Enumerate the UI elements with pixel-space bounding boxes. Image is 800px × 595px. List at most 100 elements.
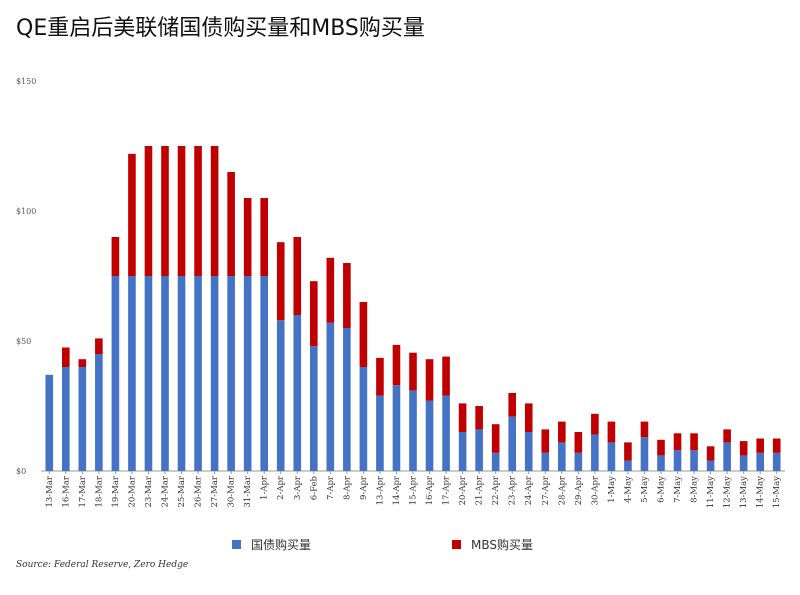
x-tick-label: 4-May bbox=[623, 476, 633, 503]
x-tick-label: 23-Mar bbox=[144, 475, 154, 507]
x-tick-label: 8-Apr bbox=[342, 475, 352, 500]
bar-treasury bbox=[45, 374, 54, 471]
x-tick-label: 15-May bbox=[772, 476, 782, 508]
bar-mbs bbox=[326, 257, 335, 323]
bar-treasury bbox=[343, 328, 351, 471]
x-tick-label: 22-Apr bbox=[491, 475, 501, 505]
x-tick-label: 30-Apr bbox=[590, 475, 600, 505]
x-tick-label: 24-Mar bbox=[161, 475, 171, 507]
bar-treasury bbox=[227, 276, 235, 471]
bar-mbs bbox=[491, 424, 500, 453]
bar-mbs bbox=[458, 403, 467, 432]
bar-treasury bbox=[111, 276, 120, 471]
bar-mbs bbox=[161, 146, 169, 276]
bar-treasury bbox=[541, 452, 550, 471]
bar-treasury bbox=[260, 276, 269, 471]
bar-treasury bbox=[640, 437, 649, 471]
bar-mbs bbox=[276, 242, 285, 321]
bar-treasury bbox=[144, 276, 153, 471]
bar-mbs bbox=[657, 439, 665, 456]
bar-mbs bbox=[376, 357, 384, 396]
bar-mbs bbox=[524, 403, 533, 432]
bar-mbs bbox=[442, 356, 450, 396]
bar-mbs bbox=[111, 237, 120, 276]
x-tick-label: 9-Apr bbox=[359, 475, 369, 500]
bar-mbs bbox=[624, 442, 632, 461]
bar-treasury bbox=[161, 276, 169, 471]
bar-treasury bbox=[723, 442, 731, 471]
y-tick-label: $100 bbox=[16, 207, 36, 216]
bar-treasury bbox=[442, 395, 450, 471]
x-tick-label: 19-Mar bbox=[111, 475, 121, 507]
legend-label-mbs: MBS购买量 bbox=[471, 538, 533, 552]
bar-mbs bbox=[359, 302, 368, 367]
bar-mbs bbox=[260, 198, 269, 276]
bar-mbs bbox=[243, 198, 252, 276]
x-tick-label: 6-Feb bbox=[309, 475, 319, 500]
x-tick-label: 20-Mar bbox=[127, 475, 137, 507]
x-tick-label: 14-Apr bbox=[392, 475, 402, 505]
bars bbox=[45, 146, 781, 471]
x-tick-label: 16-Apr bbox=[425, 475, 435, 505]
x-tick-label: 13-May bbox=[739, 476, 749, 508]
x-tick-label: 11-May bbox=[706, 476, 716, 508]
bar-treasury bbox=[210, 276, 219, 471]
x-tick-label: 8-May bbox=[690, 476, 700, 503]
bar-mbs bbox=[128, 153, 136, 276]
bar-treasury bbox=[574, 452, 583, 471]
x-tick-label: 25-Mar bbox=[177, 475, 187, 507]
bar-treasury bbox=[376, 395, 384, 471]
x-tick-labels: 13-Mar 16-Mar 17-Mar 18-Mar 19-Mar 20-Mar 23-M… bbox=[45, 475, 782, 508]
bar-mbs bbox=[673, 433, 682, 451]
bar-treasury bbox=[475, 429, 483, 471]
bar-treasury bbox=[673, 450, 682, 471]
bar-treasury bbox=[458, 432, 467, 471]
x-tick-label: 12-May bbox=[723, 476, 733, 508]
y-tick-label: $50 bbox=[16, 337, 31, 346]
bar-mbs bbox=[409, 352, 417, 391]
bar-treasury bbox=[95, 354, 103, 471]
bar-treasury bbox=[128, 276, 136, 471]
bar-mbs bbox=[194, 146, 202, 276]
x-tick-label: 17-Mar bbox=[78, 475, 88, 507]
bar-treasury bbox=[607, 442, 616, 471]
bar-treasury bbox=[309, 346, 318, 471]
bar-mbs bbox=[425, 359, 434, 401]
bar-mbs bbox=[574, 432, 583, 453]
legend-label-treasury: 国债购买量 bbox=[251, 538, 312, 552]
bar-mbs bbox=[177, 146, 186, 276]
bar-mbs bbox=[144, 146, 153, 276]
bar-mbs bbox=[78, 359, 87, 367]
bar-mbs bbox=[293, 237, 302, 315]
bar-treasury bbox=[293, 315, 302, 471]
x-tick-label: 21-Apr bbox=[475, 475, 485, 505]
x-tick-label: 20-Apr bbox=[458, 475, 468, 505]
bar-treasury bbox=[657, 455, 665, 471]
x-tick-label: 18-Mar bbox=[94, 475, 104, 507]
bar-treasury bbox=[508, 416, 517, 471]
bar-treasury bbox=[61, 367, 70, 471]
bar-mbs bbox=[61, 347, 70, 367]
bar-mbs bbox=[95, 338, 103, 354]
bar-treasury bbox=[194, 276, 202, 471]
y-tick-label: $0 bbox=[16, 467, 26, 476]
bar-mbs bbox=[508, 393, 517, 417]
x-tick-label: 27-Mar bbox=[210, 475, 220, 507]
bar-mbs bbox=[706, 446, 715, 461]
x-tick-label: 28-Apr bbox=[557, 475, 567, 505]
bar-mbs bbox=[343, 263, 351, 328]
x-tick-label: 13-Apr bbox=[375, 475, 385, 505]
x-tick-label: 13-Mar bbox=[45, 475, 55, 507]
bar-treasury bbox=[177, 276, 186, 471]
bar-mbs bbox=[690, 433, 698, 451]
bar-treasury bbox=[425, 400, 434, 471]
bar-treasury bbox=[491, 452, 500, 471]
x-tick-label: 17-Apr bbox=[442, 475, 452, 505]
bar-mbs bbox=[309, 281, 318, 347]
bar-treasury bbox=[690, 450, 698, 471]
bar-treasury bbox=[359, 367, 368, 471]
bar-treasury bbox=[591, 434, 599, 471]
x-tick-label: 26-Mar bbox=[194, 475, 204, 507]
bar-mbs bbox=[723, 429, 731, 443]
